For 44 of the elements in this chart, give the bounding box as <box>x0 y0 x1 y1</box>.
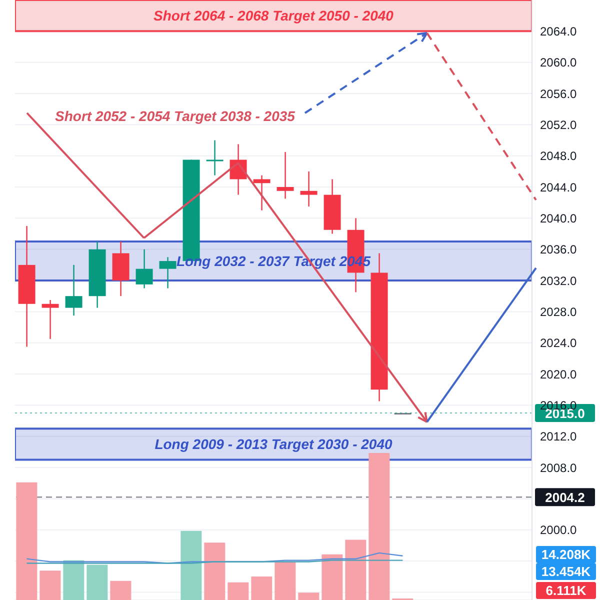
bar <box>368 453 390 600</box>
y-tick-label: 2020.0 <box>540 367 578 382</box>
y-tick-label: 2060.0 <box>540 56 578 70</box>
bar <box>40 570 61 600</box>
bar <box>180 530 202 600</box>
y-tick-label: 2024.0 <box>540 336 578 350</box>
text: 13.454K <box>536 563 596 580</box>
y-tick-label: 2028.0 <box>540 304 578 319</box>
bar <box>251 576 272 600</box>
candlestick <box>42 299 59 340</box>
y-tick-label: 2048.0 <box>540 149 578 164</box>
text: 14.208K <box>536 546 596 563</box>
bar <box>63 560 84 600</box>
bar <box>322 554 343 600</box>
candlestick <box>300 170 318 208</box>
bar <box>345 540 366 600</box>
y-tick-label: 2008.0 <box>540 460 578 475</box>
band-label: Short 2064 - 2068 Target 2050 - 2040 <box>154 8 394 24</box>
bar <box>298 592 320 600</box>
bar <box>204 542 226 600</box>
bar <box>86 564 108 600</box>
candlestick <box>136 248 153 289</box>
ref-line-label: 2004.2 <box>545 490 585 506</box>
candlestick <box>159 256 176 289</box>
annotation: Short 2052 - 2054 Target 2038 - 2035 <box>55 108 295 124</box>
y-tick-label: 2052.0 <box>540 118 578 132</box>
bar <box>16 482 38 600</box>
y-tick-label: 2012.0 <box>540 430 578 444</box>
y-tick-label: 2000.0 <box>540 523 578 538</box>
bar <box>228 582 249 600</box>
y-tick-label: 2064.0 <box>540 24 578 38</box>
y-tick-label: 2056.0 <box>540 86 578 101</box>
y-tick-label: 2044.0 <box>540 180 578 194</box>
candlestick <box>276 151 294 200</box>
candlestick <box>65 264 82 316</box>
band-label: Long 2009 - 2013 Target 2030 - 2040 <box>154 436 393 452</box>
y-tick-label: 2036.0 <box>540 242 578 257</box>
candlestick <box>206 140 224 176</box>
y-tick-label: 2040.0 <box>540 211 578 226</box>
bar <box>110 580 132 600</box>
bar <box>274 562 296 600</box>
text: 6.111K <box>536 582 596 599</box>
y-tick-label: 2032.0 <box>540 274 578 288</box>
candlestick <box>253 174 270 211</box>
